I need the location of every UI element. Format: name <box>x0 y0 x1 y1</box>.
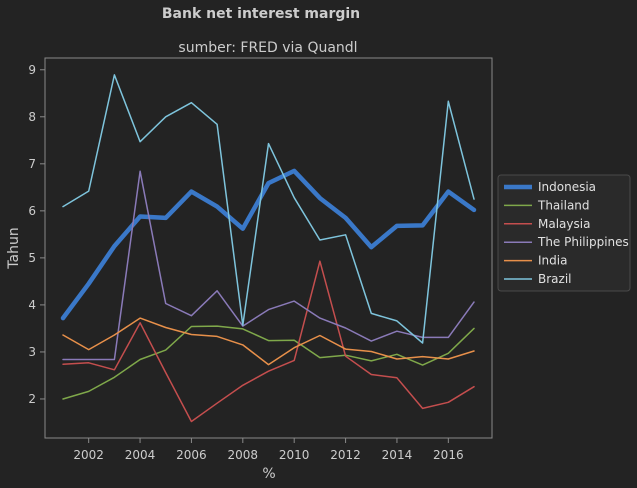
legend-label: Brazil <box>538 272 572 286</box>
legend-label: India <box>538 254 567 268</box>
legend-label: Thailand <box>537 198 590 212</box>
series-line-malaysia <box>62 260 475 423</box>
legend-label: Indonesia <box>538 180 596 194</box>
series-line-the-philippines <box>62 170 475 361</box>
y-tick-label: 5 <box>28 251 36 265</box>
y-tick-label: 6 <box>28 204 36 218</box>
x-tick-label: 2008 <box>228 448 259 462</box>
legend-label: Malaysia <box>538 217 590 231</box>
x-axis-label: % <box>262 466 275 482</box>
series-line-india <box>62 317 475 366</box>
x-tick-label: 2006 <box>176 448 207 462</box>
x-tick-label: 2012 <box>330 448 361 462</box>
y-tick-label: 4 <box>28 298 36 312</box>
legend-label: The Philippines <box>537 235 629 249</box>
x-tick-label: 2016 <box>433 448 464 462</box>
legend: Indonesia Thailand Malaysia The Philippines… <box>497 174 631 292</box>
y-tick-label: 7 <box>28 157 36 171</box>
y-tick-label: 8 <box>28 110 36 124</box>
y-axis: 2 3 4 5 6 7 8 9 <box>28 63 45 406</box>
y-tick-label: 2 <box>28 392 36 406</box>
series-lines <box>60 74 477 423</box>
x-tick-label: 2004 <box>125 448 156 462</box>
x-tick-label: 2010 <box>279 448 310 462</box>
y-tick-label: 3 <box>28 345 36 359</box>
chart-subtitle: sumber: FRED via Quandl <box>178 40 357 56</box>
plot-area <box>44 57 493 439</box>
x-tick-label: 2002 <box>73 448 104 462</box>
legend-box <box>497 174 631 292</box>
series-line-thailand <box>62 325 475 400</box>
x-tick-label: 2014 <box>382 448 413 462</box>
chart-title: Bank net interest margin <box>162 6 360 22</box>
series-line-brazil <box>62 74 475 344</box>
x-axis: 2002 2004 2006 2008 2010 2012 2014 2016 <box>73 438 464 462</box>
y-axis-label: Tahun <box>6 227 22 269</box>
series-line-indonesia <box>60 168 477 321</box>
y-tick-label: 9 <box>28 63 36 77</box>
